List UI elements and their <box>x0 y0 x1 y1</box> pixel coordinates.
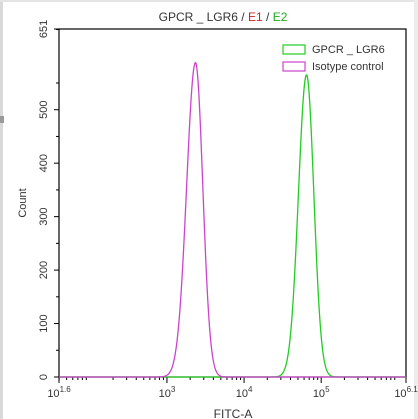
series-curve-1 <box>59 62 406 378</box>
histogram-curves <box>59 62 406 378</box>
x-axis-ticks: 101.6 103 104 105 106.1 <box>47 377 418 400</box>
x-tick-label-1: 103 <box>159 385 176 400</box>
legend: GPCR _ LGR6 Isotype control <box>282 44 385 73</box>
frame-side-marker <box>0 116 4 123</box>
y-axis-label: Count <box>17 188 29 217</box>
frame-right-border <box>414 0 418 419</box>
y-tick-label-0: 0 <box>38 374 50 380</box>
x-tick-label-4: 106.1 <box>394 385 418 400</box>
legend-label-gpcr-lgr6: GPCR _ LGR6 <box>312 44 385 56</box>
x-tick-label-0: 101.6 <box>47 385 71 400</box>
x-tick-label-2: 104 <box>236 385 253 400</box>
y-tick-label-651: 651 <box>38 20 50 38</box>
y-axis-ticks: 0 100 200 300 400 500 651 <box>38 20 59 380</box>
y-tick-label-200: 200 <box>38 261 50 279</box>
legend-label-isotype-control: Isotype control <box>312 61 384 73</box>
frame-left-border <box>0 0 3 419</box>
chart-title-e2: E2 <box>273 10 288 24</box>
plot-area <box>58 28 407 378</box>
y-tick-label-400: 400 <box>38 154 50 172</box>
x-tick-label-3: 105 <box>313 385 330 400</box>
x-axis-label: FITC-A <box>214 407 253 419</box>
legend-swatch-isotype-control <box>282 61 306 72</box>
chart-title-prefix: GPCR _ LGR6 / <box>159 10 248 24</box>
chart-title: GPCR _ LGR6 / E1 / E2 <box>159 10 288 24</box>
y-tick-label-100: 100 <box>38 314 50 332</box>
y-tick-label-300: 300 <box>38 207 50 225</box>
y-tick-label-500: 500 <box>38 101 50 119</box>
legend-swatch-gpcr-lgr6 <box>282 44 306 55</box>
chart-title-e1: E1 <box>248 10 263 24</box>
chart-title-separator: / <box>263 10 273 24</box>
frame-top-border <box>0 0 418 2</box>
